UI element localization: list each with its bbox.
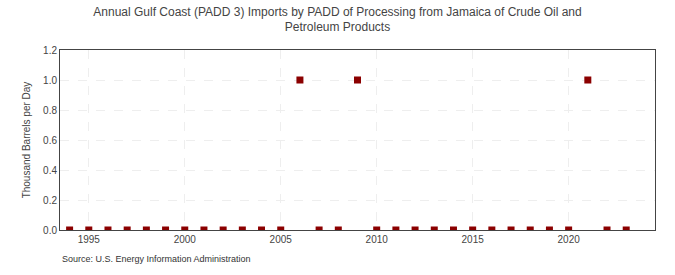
svg-text:1995: 1995 [78, 234, 101, 245]
svg-text:Source: U.S. Energy Informatio: Source: U.S. Energy Information Administ… [62, 254, 251, 264]
svg-text:2020: 2020 [558, 234, 581, 245]
svg-text:2015: 2015 [462, 234, 485, 245]
svg-text:2000: 2000 [174, 234, 197, 245]
svg-text:1.2: 1.2 [43, 45, 57, 56]
svg-text:0.8: 0.8 [43, 105, 57, 116]
svg-text:Thousand Barrels per Day: Thousand Barrels per Day [21, 82, 32, 199]
svg-text:Annual Gulf Coast (PADD 3) Imp: Annual Gulf Coast (PADD 3) Imports by PA… [93, 5, 581, 35]
svg-text:0.4: 0.4 [43, 165, 57, 176]
svg-text:2005: 2005 [270, 234, 293, 245]
svg-text:0.2: 0.2 [43, 195, 57, 206]
svg-text:1.0: 1.0 [43, 75, 57, 86]
svg-text:0.0: 0.0 [43, 225, 57, 236]
svg-text:0.6: 0.6 [43, 135, 57, 146]
svg-text:2010: 2010 [366, 234, 389, 245]
